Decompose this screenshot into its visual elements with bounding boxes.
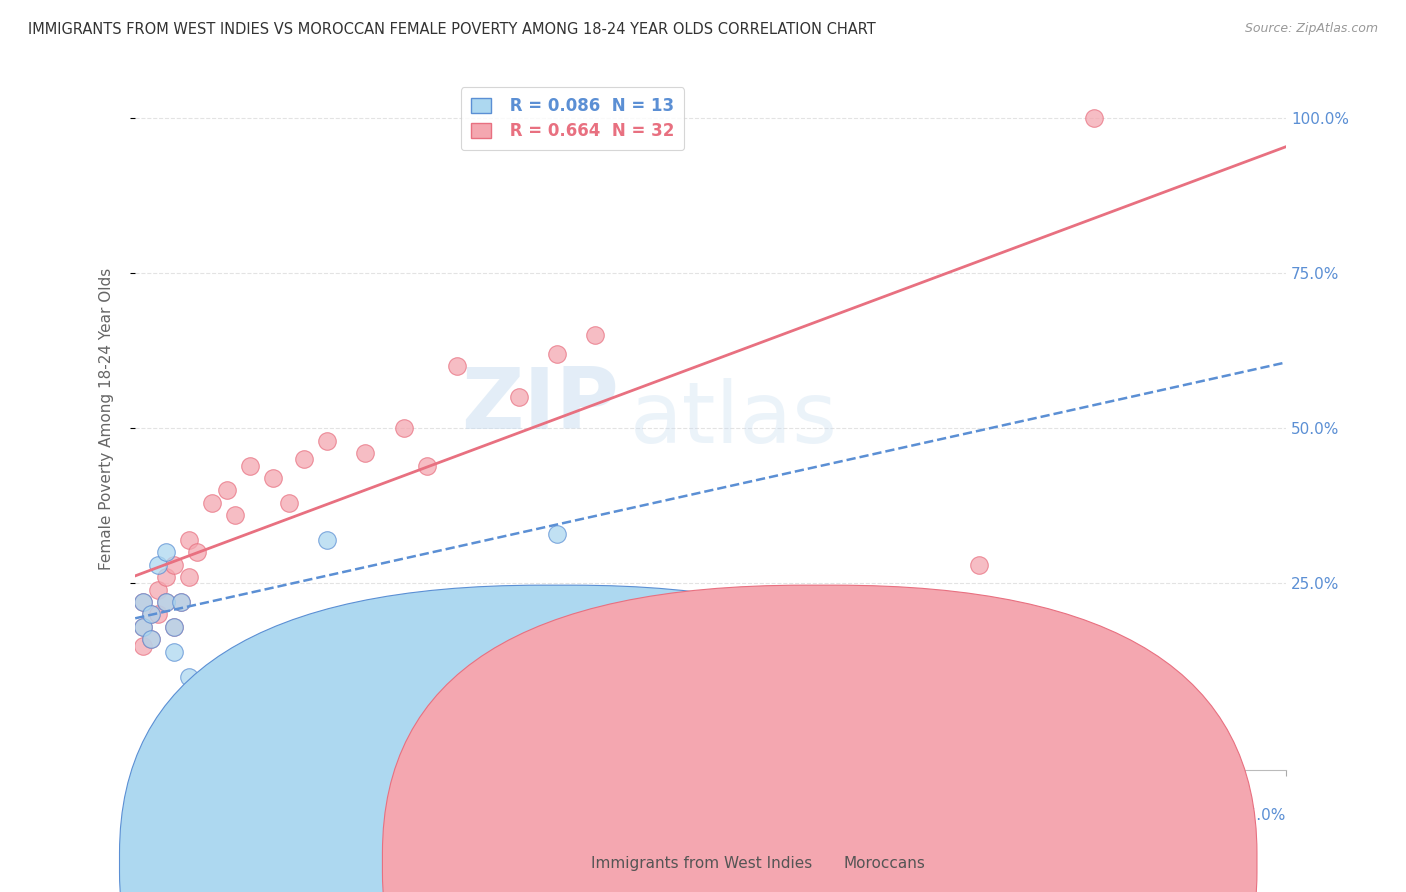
Point [177,570,200,584]
Text: atlas: atlas [630,377,838,460]
Point [224,508,246,523]
Point [155,570,177,584]
Point [170,595,193,609]
Point [316,533,339,547]
Point [316,434,339,448]
Point [148,582,170,597]
Point [155,595,177,609]
Point [162,558,184,572]
Text: Source: ZipAtlas.com: Source: ZipAtlas.com [1244,22,1378,36]
Point [186,545,208,559]
Point [132,595,155,609]
Point [585,328,607,343]
Point [967,558,990,572]
Y-axis label: Female Poverty Among 18-24 Year Olds: Female Poverty Among 18-24 Year Olds [100,268,114,570]
Text: ZIP: ZIP [461,364,619,447]
Point [1083,111,1105,125]
Point [155,545,177,559]
Point [354,446,377,460]
Text: Immigrants from West Indies: Immigrants from West Indies [591,856,811,871]
Point [446,359,468,374]
Point [546,347,568,361]
Point [508,390,530,404]
Point [162,620,184,634]
Point [262,471,284,485]
Point [148,607,170,622]
Point [292,452,315,467]
Point [132,595,155,609]
Point [132,639,155,653]
Point [177,533,200,547]
Point [139,607,162,622]
Point [201,496,224,510]
Point [277,496,299,510]
Point [162,645,184,659]
Text: Moroccans: Moroccans [844,856,925,871]
Legend:  R = 0.086  N = 13,  R = 0.664  N = 32: R = 0.086 N = 13, R = 0.664 N = 32 [461,87,685,150]
Point [139,607,162,622]
Point [162,620,184,634]
Point [546,526,568,541]
Point [155,595,177,609]
Point [139,632,162,647]
Point [392,421,415,435]
Text: 0.0%: 0.0% [135,808,174,823]
Point [177,669,200,683]
Point [148,558,170,572]
Point [239,458,262,473]
Point [132,620,155,634]
Point [132,620,155,634]
Text: IMMIGRANTS FROM WEST INDIES VS MOROCCAN FEMALE POVERTY AMONG 18-24 YEAR OLDS COR: IMMIGRANTS FROM WEST INDIES VS MOROCCAN … [28,22,876,37]
Text: 15.0%: 15.0% [1237,808,1286,823]
Point [217,483,239,498]
Point [415,458,437,473]
Point [170,595,193,609]
Point [139,632,162,647]
